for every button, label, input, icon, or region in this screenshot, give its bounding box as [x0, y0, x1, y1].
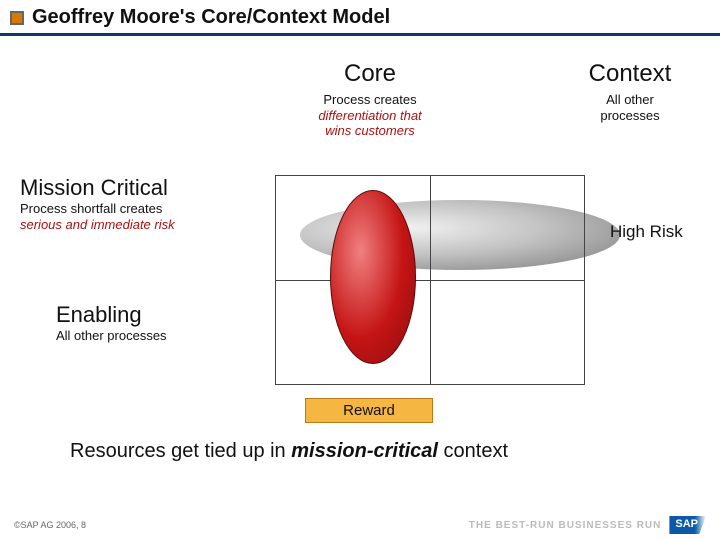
- col-context: Context All other processes: [550, 60, 710, 139]
- row-mission-sub-1: Process shortfall creates: [20, 201, 162, 216]
- col-context-sub-2: processes: [600, 108, 659, 123]
- col-core-sub-1: Process creates: [323, 92, 416, 107]
- footer-right: THE BEST-RUN BUSINESSES RUN SAP: [469, 516, 706, 534]
- footer: ©SAP AG 2006, 8 THE BEST-RUN BUSINESSES …: [0, 510, 720, 540]
- conclusion-prefix: Resources get tied up in: [70, 440, 291, 462]
- col-core-sub-2: differentiation that: [318, 108, 421, 123]
- row-enabling-sub: All other processes: [56, 328, 270, 344]
- col-core-sub: Process creates differentiation that win…: [290, 92, 450, 139]
- col-context-sub-1: All other: [606, 92, 654, 107]
- col-context-title: Context: [550, 60, 710, 88]
- title-bar: Geoffrey Moore's Core/Context Model: [0, 0, 720, 36]
- col-core-sub-3: wins customers: [325, 123, 415, 138]
- conclusion-suffix: context: [438, 440, 508, 462]
- page-title: Geoffrey Moore's Core/Context Model: [32, 6, 390, 29]
- title-bullet-icon: [10, 11, 24, 25]
- row-labels: Mission Critical Process shortfall creat…: [20, 175, 270, 414]
- label-high-risk: High Risk: [610, 222, 683, 242]
- row-mission-sub: Process shortfall creates serious and im…: [20, 201, 270, 232]
- sap-logo-text: SAP: [669, 516, 706, 534]
- row-mission-sub-2: serious and immediate risk: [20, 217, 175, 232]
- ellipse-reward: [330, 190, 416, 364]
- conclusion-text: Resources get tied up in mission-critica…: [70, 440, 508, 463]
- label-reward: Reward: [305, 398, 433, 423]
- copyright: ©SAP AG 2006, 8: [14, 520, 86, 530]
- column-headers: Core Process creates differentiation tha…: [290, 60, 710, 139]
- row-enabling-title: Enabling: [56, 302, 270, 328]
- quadrant-grid: [275, 175, 585, 385]
- col-core: Core Process creates differentiation tha…: [290, 60, 450, 139]
- conclusion-emph: mission-critical: [291, 440, 438, 462]
- col-context-sub: All other processes: [550, 92, 710, 123]
- col-core-title: Core: [290, 60, 450, 88]
- footer-tagline: THE BEST-RUN BUSINESSES RUN: [469, 520, 662, 531]
- row-mission: Mission Critical Process shortfall creat…: [20, 175, 270, 232]
- sap-logo-icon: SAP: [669, 516, 706, 534]
- grid-hline: [276, 280, 584, 281]
- row-enabling: Enabling All other processes: [56, 302, 270, 344]
- row-mission-title: Mission Critical: [20, 175, 270, 201]
